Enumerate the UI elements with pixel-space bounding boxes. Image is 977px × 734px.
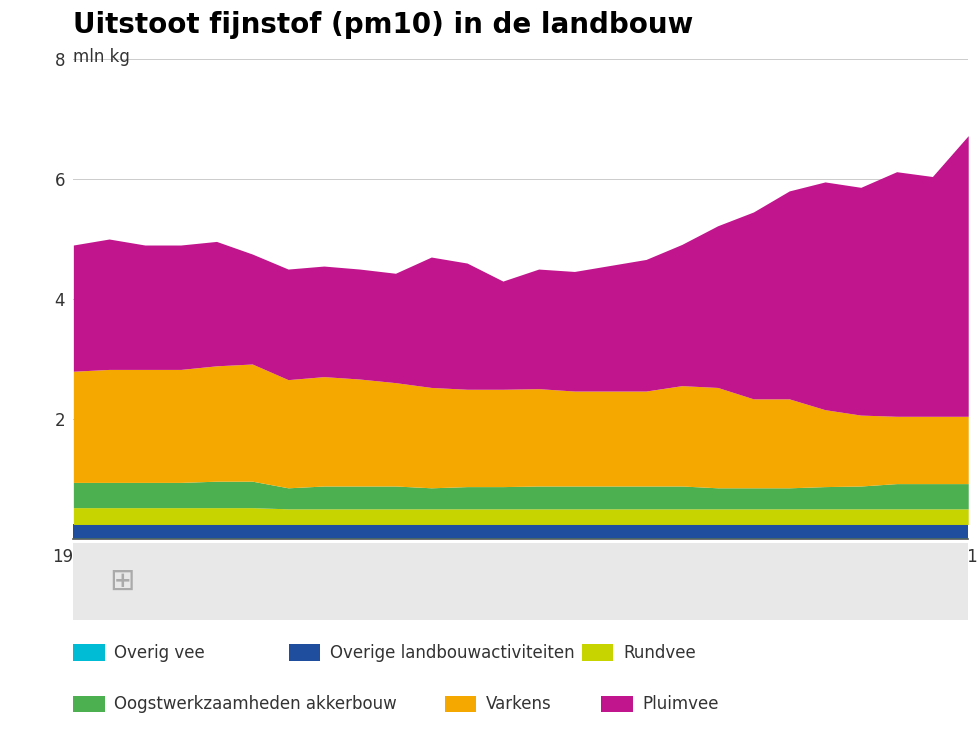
- Text: Overige landbouwactiviteiten: Overige landbouwactiviteiten: [329, 644, 573, 661]
- Text: ⊞: ⊞: [109, 567, 135, 596]
- Text: Oogstwerkzaamheden akkerbouw: Oogstwerkzaamheden akkerbouw: [114, 695, 397, 713]
- Text: Uitstoot fijnstof (pm10) in de landbouw: Uitstoot fijnstof (pm10) in de landbouw: [73, 11, 693, 39]
- Text: Rundvee: Rundvee: [622, 644, 695, 661]
- Text: Varkens: Varkens: [486, 695, 551, 713]
- Text: Overig vee: Overig vee: [114, 644, 205, 661]
- FancyBboxPatch shape: [56, 542, 977, 622]
- Text: Pluimvee: Pluimvee: [642, 695, 718, 713]
- Text: mln kg: mln kg: [73, 48, 130, 66]
